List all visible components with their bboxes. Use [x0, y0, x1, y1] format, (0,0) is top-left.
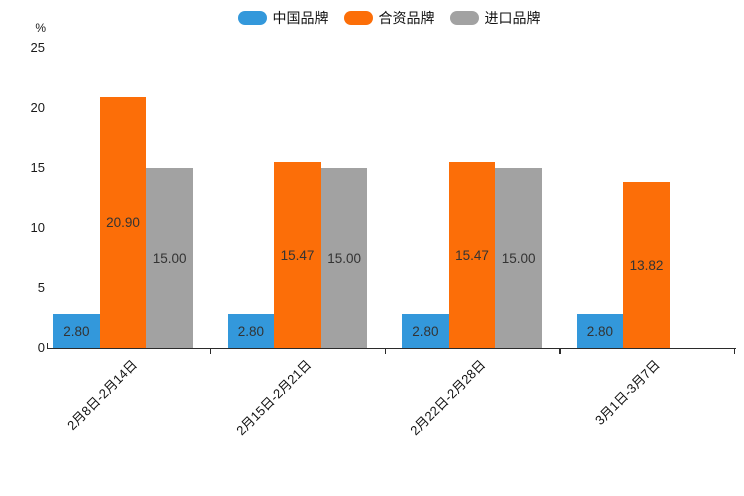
bar-china-brand-2 [402, 314, 449, 348]
x-axis-tick [384, 349, 386, 354]
x-axis-tick [210, 349, 212, 354]
y-tick-label: 25 [30, 40, 45, 55]
x-tick-label-1: 2月15日-2月21日 [232, 356, 315, 438]
x-tick-label-3: 3月1日-3月7日 [592, 356, 664, 428]
legend-item-import-brand[interactable]: 进口品牌 [449, 10, 541, 26]
x-axis-tick [734, 349, 736, 354]
legend-swatch-joint-venture-brand [343, 11, 373, 25]
bar-import-brand-0 [146, 168, 193, 348]
bar-joint-venture-brand-0 [99, 97, 147, 348]
legend-label-joint-venture-brand: 合资品牌 [378, 10, 435, 26]
y-tick-label: 0 [37, 340, 45, 355]
bar-china-brand-0 [53, 314, 100, 348]
x-tick-label-0: 2月8日-2月14日 [63, 356, 140, 433]
legend-swatch-import-brand [449, 11, 479, 25]
y-axis-unit-label: % [35, 21, 46, 35]
legend: 中国品牌 合资品牌 进口品牌 [17, 10, 744, 26]
legend-label-import-brand: 进口品牌 [484, 10, 541, 26]
bar-joint-venture-brand-1 [274, 162, 321, 348]
legend-label-china-brand: 中国品牌 [272, 10, 329, 26]
bar-china-brand-3 [576, 314, 624, 348]
bar-china-brand-1 [227, 314, 275, 348]
bar-import-brand-1 [320, 168, 368, 348]
y-tick-label: 10 [30, 220, 45, 235]
y-tick-label: 5 [37, 280, 45, 295]
x-tick-label-2: 2月22日-2月28日 [407, 356, 489, 438]
bar-joint-venture-brand-3 [623, 182, 670, 348]
legend-item-joint-venture-brand[interactable]: 合资品牌 [343, 10, 435, 26]
x-axis-tick [559, 349, 561, 354]
y-tick-label: 15 [30, 160, 45, 175]
legend-swatch-china-brand [237, 11, 267, 25]
legend-item-china-brand[interactable]: 中国品牌 [237, 10, 329, 26]
bar-import-brand-2 [495, 168, 542, 348]
y-axis-origin-tick [47, 342, 49, 348]
bar-joint-venture-brand-2 [448, 162, 496, 348]
y-tick-label: 20 [30, 100, 45, 115]
x-axis-line [47, 348, 736, 350]
